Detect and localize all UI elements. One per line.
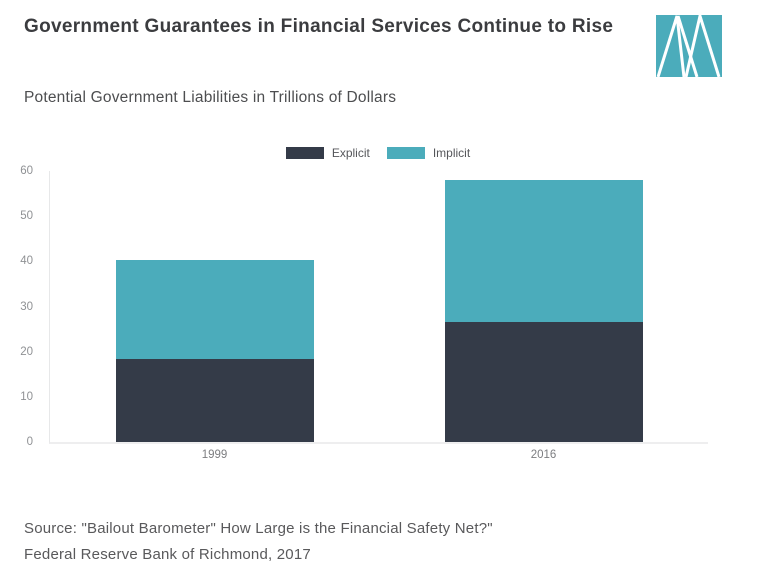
legend-swatch-explicit [285,147,324,159]
marketplace-logo-icon [656,10,722,78]
stacked-bar-chart: Explicit Implicit 0 10 20 30 40 50 60 1999 2016 [0,140,768,480]
legend-label-explicit: Explicit [331,146,370,160]
plot-area: 1999 2016 [49,171,708,461]
stacked-bar-1999 [115,260,314,442]
bar-group-1999: 1999 [50,171,379,461]
y-tick-label-30: 30 [20,300,33,313]
stacked-bar-2016 [444,180,643,442]
legend-item-implicit: Implicit [386,146,471,160]
bar-group-2016: 2016 [379,171,708,461]
legend-item-explicit: Explicit [285,146,370,160]
bar-segment-implicit-2016 [444,180,643,323]
source-attribution: Source: "Bailout Barometer" How Large is… [24,516,493,567]
source-line-2: Federal Reserve Bank of Richmond, 2017 [24,545,311,563]
legend-label-implicit: Implicit [432,146,471,160]
legend-swatch-implicit [386,147,425,159]
bar-segment-explicit-2016 [444,322,643,442]
chart-subtitle: Potential Government Liabilities in Tril… [24,89,397,106]
y-tick-label-40: 40 [20,255,33,268]
y-axis: 0 10 20 30 40 50 60 [0,165,41,448]
y-tick-label-60: 60 [20,165,33,177]
x-axis-label-1999: 1999 [201,449,228,461]
page-title: Government Guarantees in Financial Servi… [24,16,614,37]
bar-segment-implicit-1999 [115,260,314,360]
source-line-1: Source: "Bailout Barometer" How Large is… [24,520,493,537]
y-tick-label-0: 0 [26,436,33,448]
y-tick-label-20: 20 [20,345,33,358]
y-tick-label-50: 50 [20,210,33,223]
bar-segment-explicit-1999 [115,359,314,442]
x-axis-label-2016: 2016 [530,449,557,461]
chart-legend: Explicit Implicit [49,146,707,160]
y-tick-label-10: 10 [20,390,33,403]
